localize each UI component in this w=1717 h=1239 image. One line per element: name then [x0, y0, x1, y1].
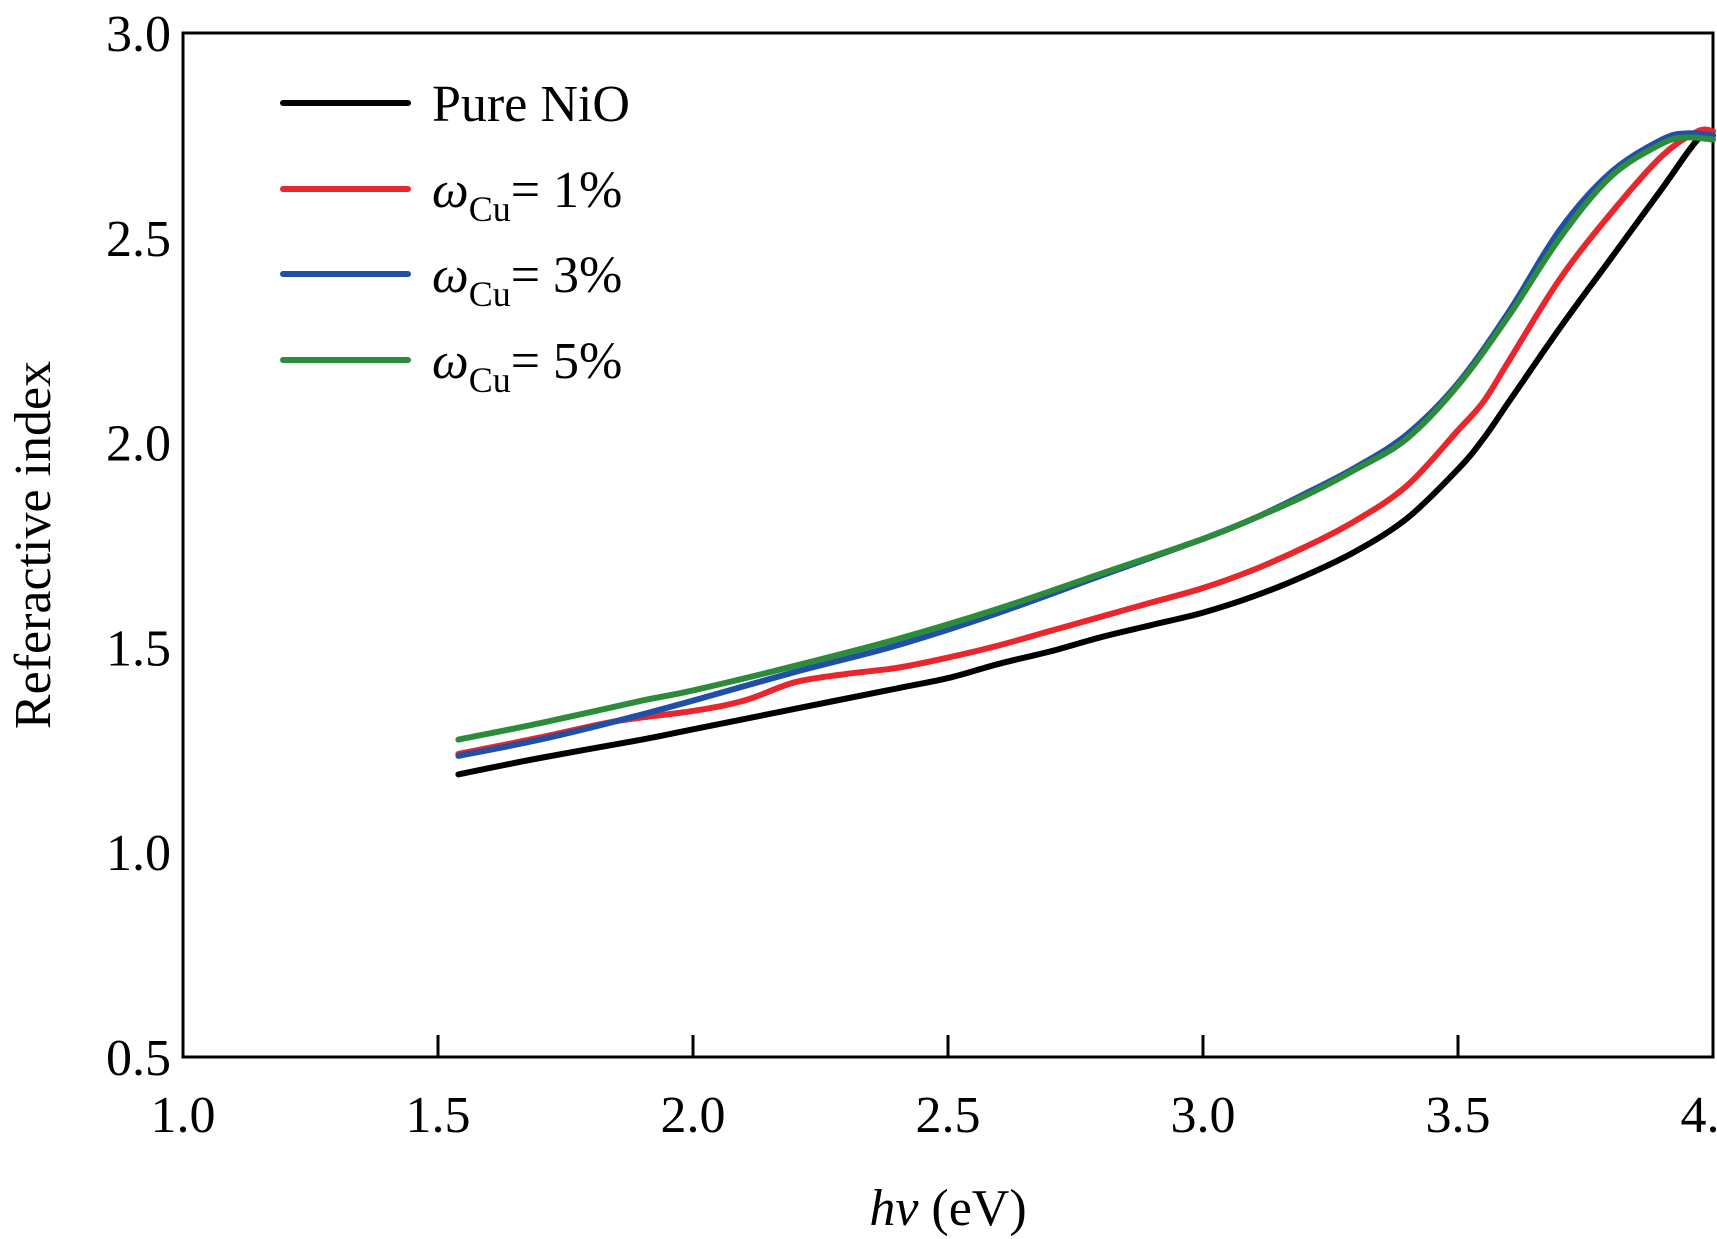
y-tick-label: 2.0: [106, 416, 171, 473]
legend-symbol: ω: [432, 333, 469, 390]
y-tick-label: 3.0: [106, 6, 171, 63]
plot-frame: [181, 31, 1715, 1059]
y-tick-label: 1.5: [106, 620, 171, 677]
x-axis-title-unit: (eV): [918, 1180, 1026, 1237]
x-tick-label: 1.5: [406, 1087, 471, 1144]
legend-label-1: ωCu= 1%: [432, 162, 622, 229]
x-tick-label: 2.0: [661, 1087, 726, 1144]
x-tick-label: 3.5: [1426, 1087, 1491, 1144]
y-axis-title: Referactive index: [5, 361, 62, 729]
x-tick-label: 4.0: [1681, 1087, 1717, 1144]
x-tick-label: 3.0: [1171, 1087, 1236, 1144]
x-axis-title: hv (eV): [869, 1180, 1026, 1237]
series-lines: [455, 126, 1716, 778]
x-tick-label: 2.5: [916, 1087, 981, 1144]
legend-value: = 3%: [511, 247, 623, 304]
y-tick-label: 1.0: [106, 825, 171, 882]
y-tick-label: 0.5: [106, 1030, 171, 1087]
legend-label-2: ωCu= 3%: [432, 247, 622, 314]
legend-label-3: ωCu= 5%: [432, 333, 622, 400]
x-tick-label: 1.0: [151, 1087, 216, 1144]
series-line-2: [455, 130, 1716, 759]
legend-subscript: Cu: [469, 274, 511, 314]
legend-value: = 5%: [511, 333, 623, 390]
legend-symbol: ω: [432, 247, 469, 304]
legend-label-0: Pure NiO: [432, 76, 630, 133]
series-line-1: [455, 126, 1716, 757]
series-line-0: [455, 131, 1716, 778]
legend-symbol: ω: [432, 162, 469, 219]
legend-subscript: Cu: [469, 360, 511, 400]
axis-ticks: 1.01.52.02.53.03.54.00.51.01.52.02.53.0: [106, 6, 1717, 1144]
x-axis-title-italic: hv: [869, 1180, 919, 1237]
series-line-3: [455, 134, 1716, 743]
y-tick-label: 2.5: [106, 211, 171, 268]
legend-subscript: Cu: [469, 189, 511, 229]
legend-value: = 1%: [511, 162, 623, 219]
